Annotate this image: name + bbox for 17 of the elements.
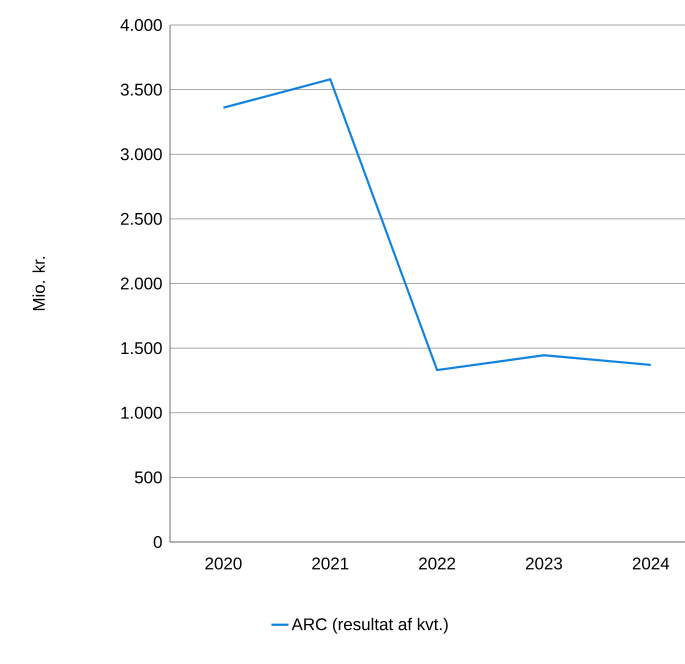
x-tick-label: 2020 xyxy=(205,558,242,570)
y-tick-label: 0 xyxy=(154,536,162,548)
y-tick-label: 3.000 xyxy=(120,148,162,160)
y-tick-label: 2.500 xyxy=(120,212,162,225)
y-tick-label: 2.000 xyxy=(120,278,162,290)
y-axis-title: Mio. kr. xyxy=(32,256,45,310)
x-tick-label: 2022 xyxy=(419,558,456,570)
x-tick-label: 2021 xyxy=(312,558,348,570)
y-tick-label: 4.000 xyxy=(120,19,162,31)
x-tick-label: 2023 xyxy=(526,558,562,570)
y-tick-label: 1.000 xyxy=(121,406,162,419)
y-tick-label: 3.500 xyxy=(120,84,162,96)
y-tick-label: 1.500 xyxy=(121,342,162,354)
line-series xyxy=(222,78,652,372)
x-tick-label: 2024 xyxy=(632,558,670,570)
y-tick-label: 500 xyxy=(134,471,162,484)
legend-label: ARC (resultat af kvt.) xyxy=(292,618,448,634)
